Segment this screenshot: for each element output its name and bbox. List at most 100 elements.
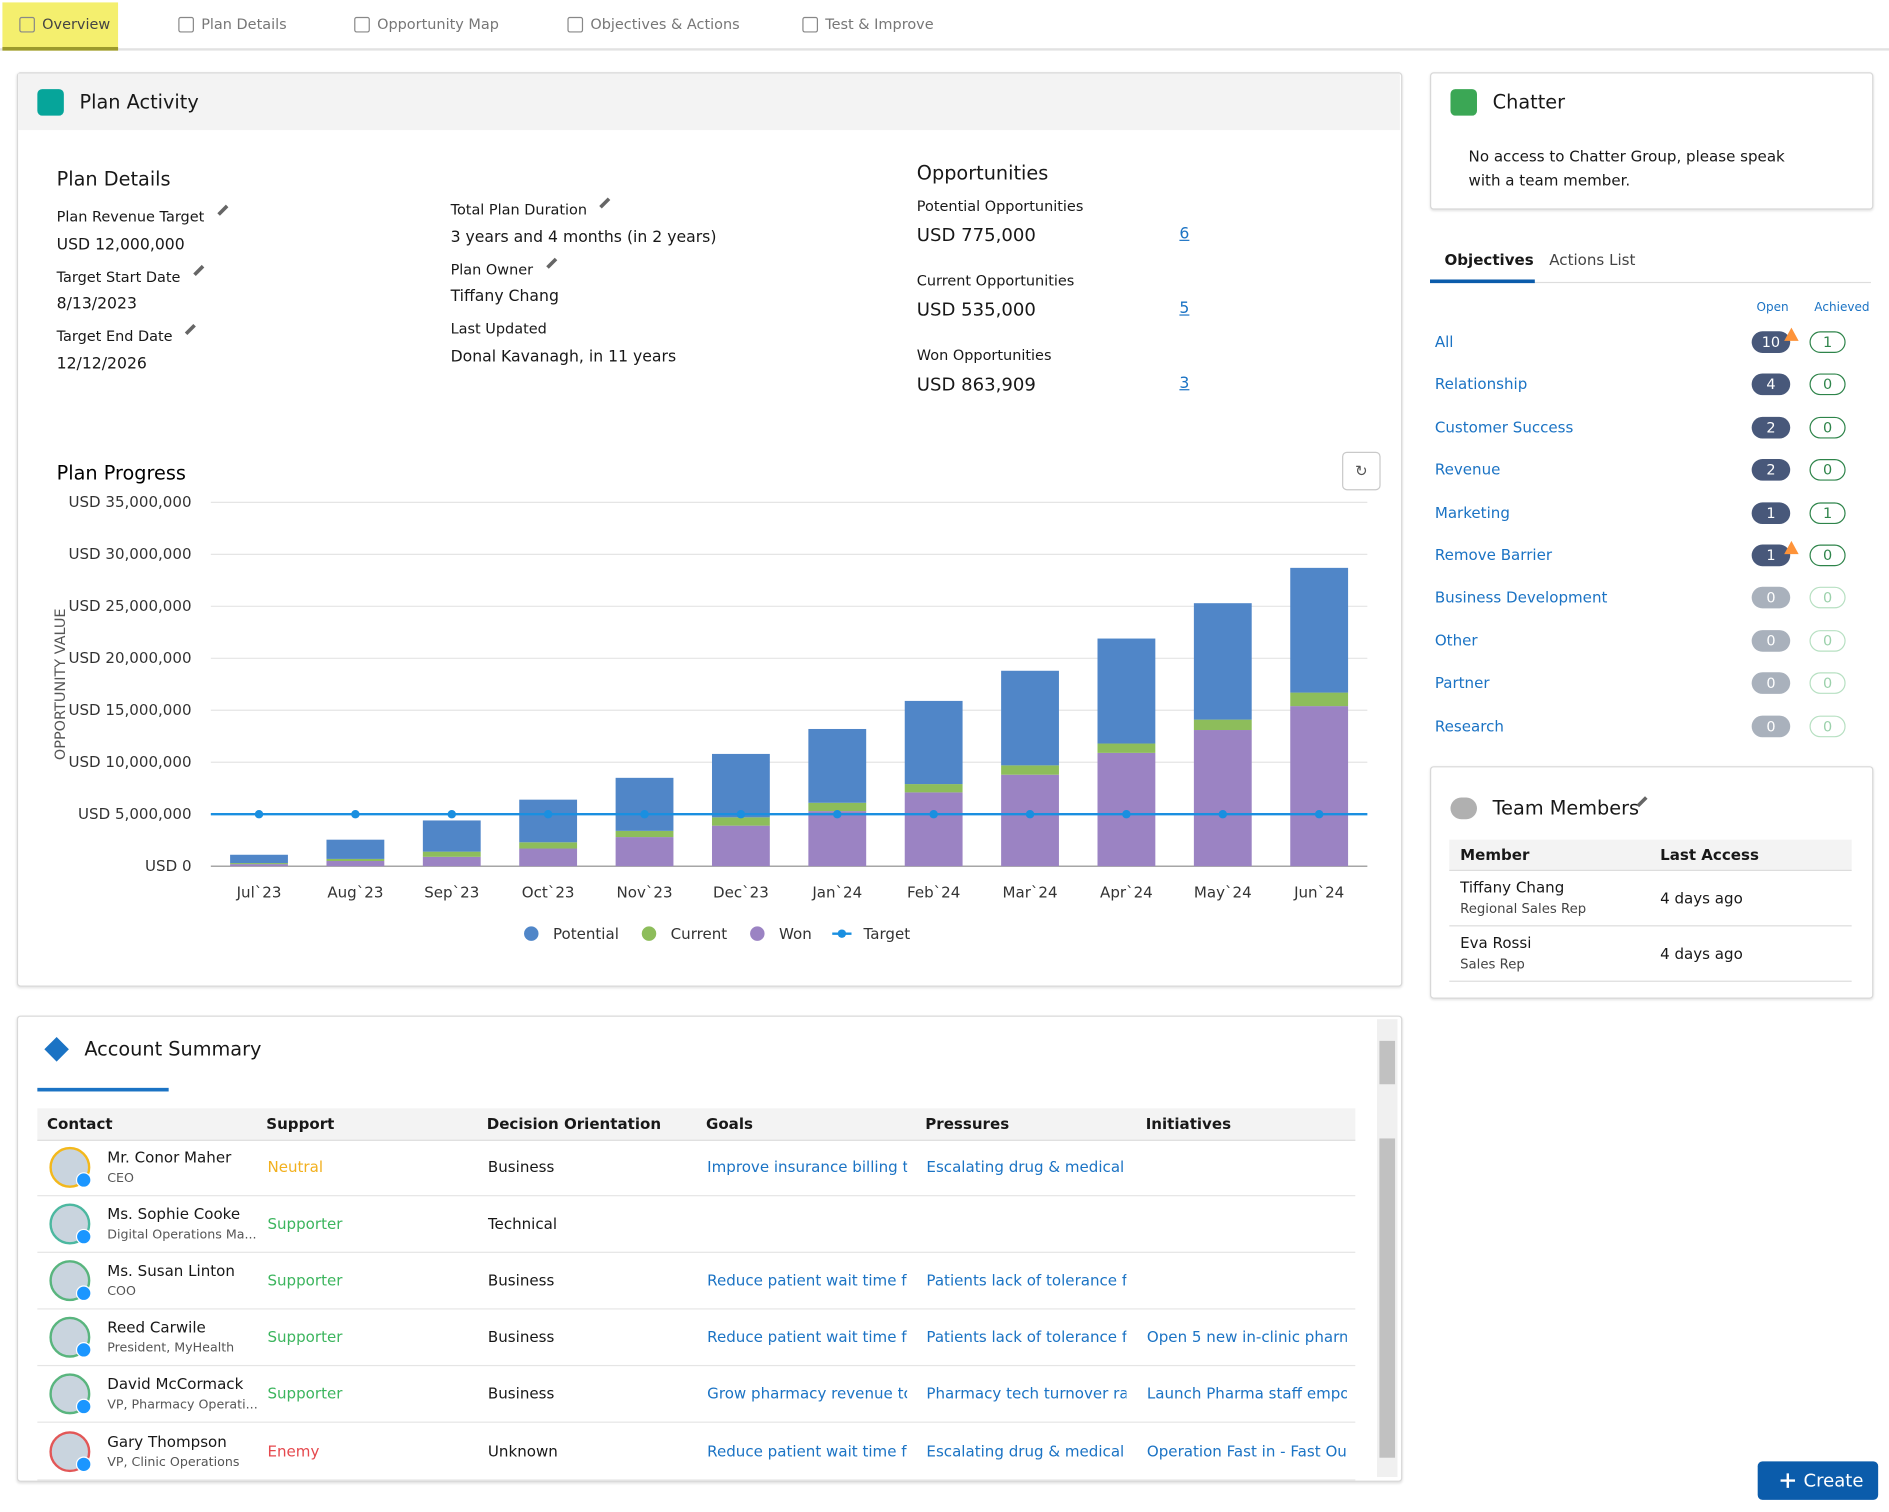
cell[interactable]: Launch Pharma staff empowe <box>1146 1384 1347 1403</box>
cell[interactable]: Grow pharmacy revenue to $ <box>707 1384 908 1403</box>
objective-name[interactable]: Business Development <box>1434 588 1608 607</box>
field-label: Target Start Date <box>56 268 181 286</box>
bar-segment <box>711 825 770 867</box>
row-divider <box>37 1308 1356 1310</box>
objective-name[interactable]: Remove Barrier <box>1434 545 1553 564</box>
open-badge: 0 <box>1751 629 1791 652</box>
bar-segment <box>1097 743 1156 753</box>
target-point <box>543 810 553 819</box>
nav-tab[interactable]: Overview <box>42 15 111 33</box>
cell[interactable]: Escalating drug & medical su <box>926 1441 1127 1460</box>
y-tick-label: USD 25,000,000 <box>68 597 191 615</box>
x-tick-label: Jun`24 <box>1293 884 1344 902</box>
legend-label: Target <box>863 925 911 943</box>
bar-segment <box>904 784 963 793</box>
objectives-tab[interactable]: Objectives <box>1444 250 1534 269</box>
contact-name: Gary Thompson <box>107 1431 227 1450</box>
bar-segment <box>904 792 963 867</box>
objective-name[interactable]: All <box>1434 332 1454 351</box>
cell[interactable]: Open 5 new in-clinic pharma <box>1146 1327 1347 1347</box>
account-summary-card <box>16 1015 1403 1482</box>
bar-segment <box>711 817 770 826</box>
team-header-bg <box>1449 839 1852 872</box>
objective-name[interactable]: Other <box>1434 631 1478 650</box>
create-button[interactable] <box>1757 1461 1879 1500</box>
nav-tab[interactable]: Plan Details <box>201 15 287 33</box>
nav-tab[interactable]: Test & Improve <box>825 15 934 33</box>
card-title: Account Summary <box>84 1037 262 1061</box>
cell[interactable]: Reduce patient wait time from <box>707 1271 907 1290</box>
x-tick-label: Sep`23 <box>424 884 479 902</box>
x-tick-label: Oct`23 <box>522 884 575 902</box>
y-tick-label: USD 30,000,000 <box>68 545 191 563</box>
legend-swatch <box>750 926 765 941</box>
opportunity-amount: USD 775,000 <box>916 224 1036 246</box>
achieved-badge: 0 <box>1809 715 1846 737</box>
x-tick-label: Jan`24 <box>811 884 862 902</box>
legend-swatch <box>641 926 657 941</box>
button-label[interactable]: Create <box>1803 1469 1864 1492</box>
bar-segment <box>422 856 481 867</box>
cell: Business <box>487 1157 555 1176</box>
objective-name[interactable]: Marketing <box>1434 503 1510 522</box>
objective-name[interactable]: Customer Success <box>1434 417 1574 436</box>
objective-name[interactable]: Research <box>1434 716 1504 735</box>
field-label: Plan Owner <box>450 261 534 279</box>
bar-segment <box>1290 706 1349 867</box>
x-tick-label: Nov`23 <box>617 884 673 902</box>
cell[interactable]: Patients lack of tolerance for <box>926 1327 1127 1347</box>
cell: Supporter <box>267 1384 343 1403</box>
achieved-badge: 0 <box>1809 544 1846 567</box>
contact-title: VP, Clinic Operations <box>107 1454 240 1470</box>
target-point <box>1218 810 1228 819</box>
card-title: Team Members <box>1492 796 1640 820</box>
achieved-badge: 0 <box>1809 672 1846 695</box>
bar-segment <box>615 830 674 838</box>
target-point <box>1025 810 1035 819</box>
row-divider <box>37 1478 1356 1480</box>
objectives-tab[interactable]: Actions List <box>1549 250 1636 269</box>
objective-name[interactable]: Relationship <box>1434 375 1528 394</box>
opportunity-count[interactable]: 5 <box>1179 299 1190 319</box>
refresh-button[interactable]: ↻ <box>1342 451 1381 491</box>
opportunity-count[interactable]: 3 <box>1179 374 1190 393</box>
achieved-badge: 0 <box>1809 629 1846 652</box>
contact-title: VP, Pharmacy Operati... <box>107 1397 258 1413</box>
column-header: Decision Orientation <box>486 1114 662 1133</box>
avatar-badge <box>75 1285 92 1302</box>
cell[interactable]: Pharmacy tech turnover rate <box>926 1384 1127 1403</box>
chart-title: Plan Progress <box>57 461 186 484</box>
tab-icon <box>354 16 370 33</box>
plus-icon <box>1780 1473 1796 1488</box>
cell[interactable]: Reduce patient wait time from <box>707 1327 907 1347</box>
nav-tab[interactable]: Opportunity Map <box>377 15 499 33</box>
column-header: Achieved <box>1814 301 1870 315</box>
member-role: Regional Sales Rep <box>1460 901 1587 917</box>
cell[interactable]: Patients lack of tolerance for <box>926 1271 1127 1290</box>
tab-icon <box>802 16 819 33</box>
y-tick-label: USD 35,000,000 <box>68 493 191 511</box>
field-value: 12/12/2026 <box>56 355 147 374</box>
bar-segment <box>1001 774 1059 867</box>
legend-swatch <box>837 929 847 938</box>
chatter-message: No access to Chatter Group, please speak… <box>1468 146 1785 190</box>
cell[interactable]: Improve insurance billing to $ <box>707 1157 907 1176</box>
nav-tab[interactable]: Objectives & Actions <box>590 15 740 33</box>
chatter-card <box>1430 72 1874 210</box>
cell[interactable]: Escalating drug & medical su <box>926 1157 1127 1176</box>
objectives-tab-underline <box>1430 279 1535 284</box>
cell[interactable]: Operation Fast in - Fast Out <box>1146 1441 1347 1460</box>
open-badge: 0 <box>1751 587 1791 609</box>
bar-segment <box>230 864 288 867</box>
y-tick-label: USD 15,000,000 <box>68 701 191 719</box>
opportunity-count[interactable]: 6 <box>1179 225 1190 244</box>
tab-icon <box>178 16 194 33</box>
row-divider <box>1449 925 1852 927</box>
open-badge: 2 <box>1751 416 1791 439</box>
cell[interactable]: Reduce patient wait time from <box>707 1441 907 1460</box>
objective-name[interactable]: Partner <box>1434 673 1490 692</box>
tab-icon <box>567 16 584 33</box>
y-tick-label: USD 20,000,000 <box>68 649 191 667</box>
objective-name[interactable]: Revenue <box>1434 460 1501 479</box>
